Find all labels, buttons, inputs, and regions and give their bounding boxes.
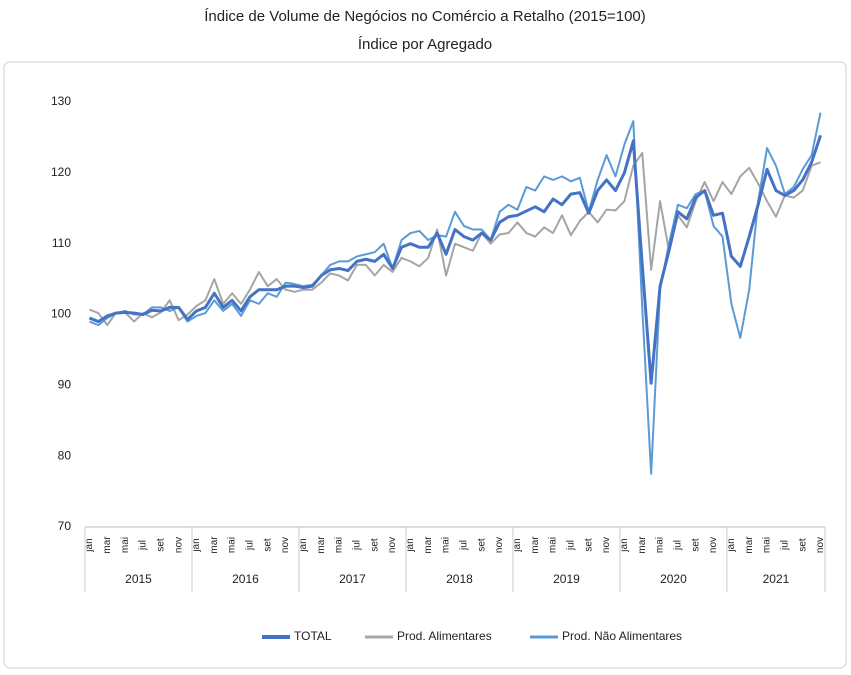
x-tick-label: nov: [601, 537, 612, 553]
x-tick-label: jan: [619, 538, 630, 552]
x-tick-label: set: [690, 538, 701, 552]
chart-frame: [3, 61, 847, 669]
x-tick-label: jan: [191, 538, 202, 552]
x-tick-label: mai: [441, 537, 452, 553]
legend-label: Prod. Alimentares: [397, 629, 492, 643]
x-tick-label: jan: [726, 538, 737, 552]
year-label: 2020: [660, 572, 687, 586]
x-tick-label: mar: [316, 536, 327, 554]
x-tick-label: jul: [245, 540, 256, 551]
year-label: 2021: [763, 572, 790, 586]
x-tick-label: mar: [423, 536, 434, 554]
x-tick-label: mai: [548, 537, 559, 553]
x-tick-label: mar: [744, 536, 755, 554]
y-tick-label: 120: [51, 165, 71, 179]
legend-label: TOTAL: [294, 629, 332, 643]
x-tick-label: nov: [280, 537, 291, 553]
year-label: 2015: [125, 572, 152, 586]
chart-subtitle: Índice por Agregado: [358, 36, 492, 53]
series-line: [88, 134, 822, 385]
x-tick-label: nov: [173, 537, 184, 553]
year-label: 2017: [339, 572, 366, 586]
y-tick-label: 130: [51, 94, 71, 108]
x-tick-label: nov: [387, 537, 398, 553]
legend-label: Prod. Não Alimentares: [562, 629, 682, 643]
x-tick-label: jan: [405, 538, 416, 552]
x-tick-label: nov: [708, 537, 719, 553]
year-label: 2019: [553, 572, 580, 586]
x-tick-label: nov: [815, 537, 826, 553]
y-tick-label: 90: [58, 378, 72, 392]
x-tick-label: set: [476, 538, 487, 552]
x-tick-label: jul: [352, 540, 363, 551]
x-tick-label: set: [583, 538, 594, 552]
x-tick-label: mai: [655, 537, 666, 553]
x-tick-label: mar: [102, 536, 113, 554]
chart-title: Índice de Volume de Negócios no Comércio…: [204, 8, 646, 25]
year-label: 2016: [232, 572, 259, 586]
x-tick-label: jan: [84, 538, 95, 552]
x-tick-label: set: [155, 538, 166, 552]
x-tick-label: mai: [334, 537, 345, 553]
series-line: [89, 152, 821, 327]
x-tick-label: mar: [637, 536, 648, 554]
x-tick-label: nov: [494, 537, 505, 553]
x-tick-label: mai: [227, 537, 238, 553]
x-tick-label: mar: [530, 536, 541, 554]
y-tick-label: 110: [52, 236, 71, 250]
y-tick-label: 80: [58, 448, 72, 462]
series-line: [89, 112, 822, 475]
x-tick-label: set: [797, 538, 808, 552]
y-tick-label: 100: [51, 307, 71, 321]
y-tick-label: 70: [58, 519, 72, 533]
x-tick-label: jul: [138, 540, 149, 551]
x-tick-label: set: [369, 538, 380, 552]
x-tick-label: mar: [209, 536, 220, 554]
x-tick-label: jan: [512, 538, 523, 552]
x-tick-label: mai: [762, 537, 773, 553]
x-tick-label: mai: [120, 537, 131, 553]
x-tick-label: jul: [673, 540, 684, 551]
x-tick-label: jan: [298, 538, 309, 552]
x-tick-label: jul: [780, 540, 791, 551]
year-label: 2018: [446, 572, 473, 586]
x-tick-label: set: [262, 538, 273, 552]
x-tick-label: jul: [459, 540, 470, 551]
x-tick-label: jul: [566, 540, 577, 551]
